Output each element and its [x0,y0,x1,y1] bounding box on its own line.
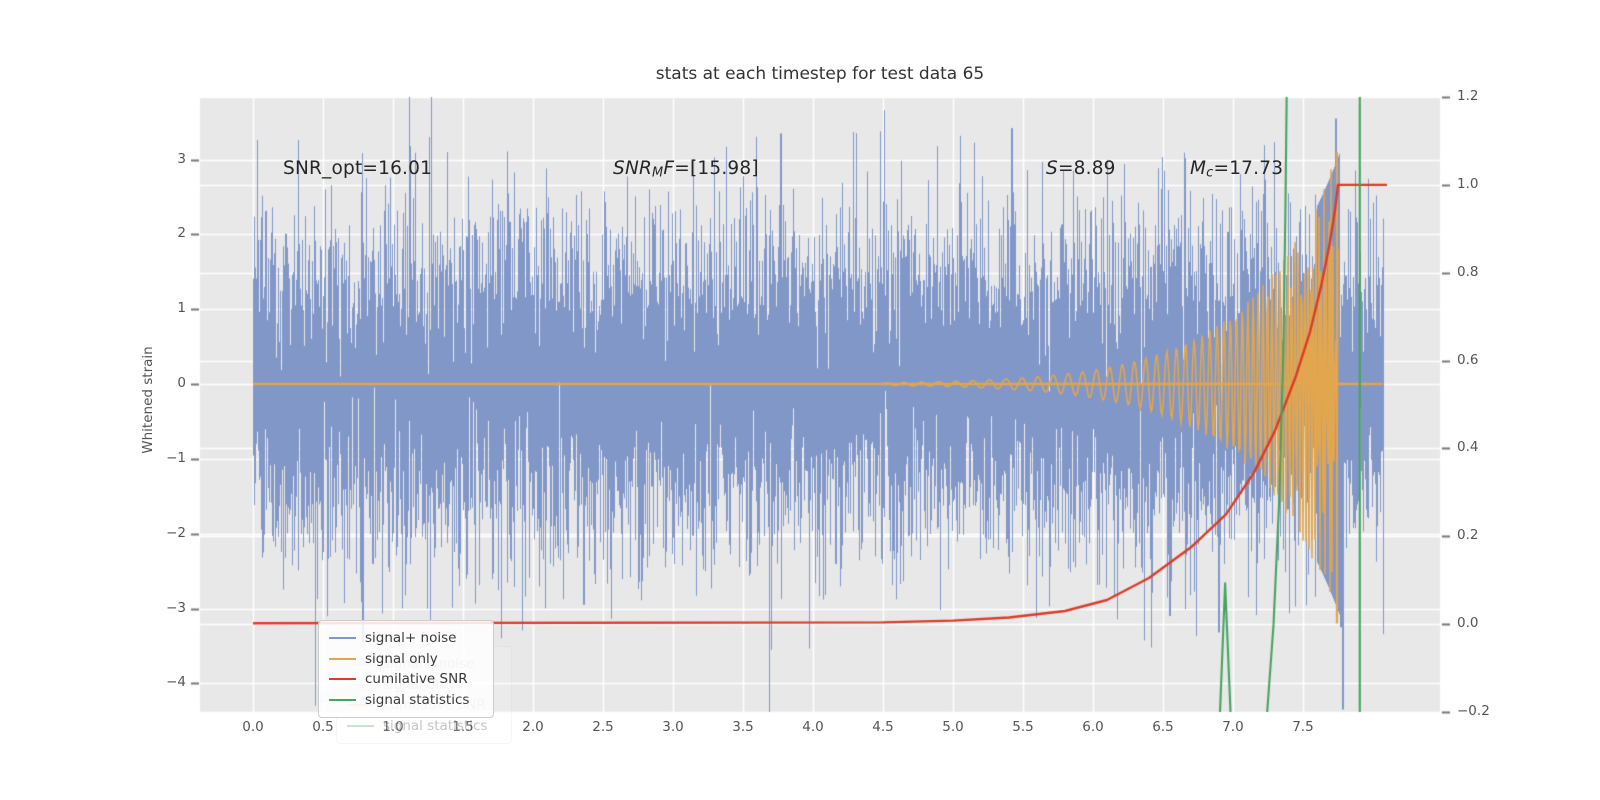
legend-item-signal-noise: signal+ noise [329,628,483,649]
x-tick-label: 5.5 [1012,719,1034,735]
x-tick-label: 6.5 [1152,719,1174,735]
legend-line-sample [329,637,356,640]
x-tick-label: 4.5 [872,719,894,735]
right-tick-label: 1.2 [1457,88,1479,104]
right-tick-label: 0.4 [1457,439,1479,456]
annotation-snr-opt: SNR_opt=16.01 [283,158,433,179]
right-tick-label: 0.6 [1457,351,1479,368]
annotation-s: S=8.89 [1046,158,1116,179]
legend-line-sample [329,678,356,681]
left-tick-label: 3 [177,150,186,167]
left-tick-label: 2 [177,225,186,242]
y-axis-label: Whitened strain [140,346,156,454]
legend: signal+ noise signal only cumilative SNR… [318,620,494,718]
left-tick-label: −3 [166,599,186,616]
legend-line-sample [347,724,374,727]
x-tick-label: 1.0 [382,719,404,735]
right-tick-label: 0.8 [1457,263,1479,280]
left-tick-label: 0 [177,375,186,392]
left-tick-label: −4 [166,674,186,691]
legend-line-sample [329,657,356,660]
legend-line-sample [329,698,356,701]
x-tick-label: 1.5 [452,719,474,735]
left-tick-label: −1 [166,449,186,466]
annotation-snr-mf: SNRMF=[15.98] [613,158,759,181]
legend-item-signal-statistics: signal statistics [329,690,483,711]
x-tick-label: 2.5 [592,719,614,735]
right-tick-label: 0.0 [1457,615,1479,632]
x-tick-label: 5.0 [942,719,964,735]
legend-item-signal-only: signal only [329,649,483,670]
legend-item-cumulative-snr: cumilative SNR [329,669,483,690]
right-tick-label: −0.2 [1457,703,1490,719]
x-tick-label: 3.5 [732,719,754,735]
x-tick-label: 4.0 [802,719,824,735]
left-tick-label: −2 [166,524,186,541]
left-tick-label: 1 [177,300,186,317]
x-tick-label: 7.0 [1222,719,1244,735]
legend-item: signal statistics [347,716,501,737]
x-tick-label: 3.0 [662,719,684,735]
chart-title: stats at each timestep for test data 65 [655,64,985,84]
x-tick-label: 2.0 [522,719,544,735]
x-tick-label: 6.0 [1082,719,1104,735]
right-tick-label: 1.0 [1457,175,1479,192]
x-tick-label: 0.0 [242,719,264,735]
x-tick-label: 0.5 [312,719,334,735]
right-tick-label: 0.2 [1457,527,1479,544]
x-tick-label: 7.5 [1292,719,1314,735]
annotation-mc: Mc=17.73 [1190,158,1284,181]
